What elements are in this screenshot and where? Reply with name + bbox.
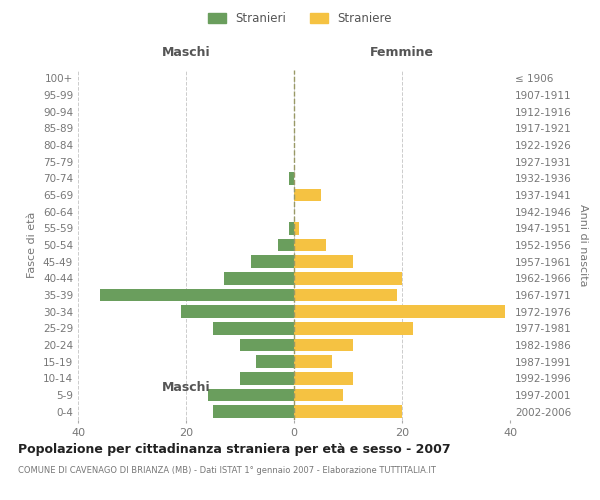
- Bar: [100, 289, 294, 301]
- Bar: [294, 322, 413, 334]
- Text: Maschi: Maschi: [161, 46, 211, 60]
- Y-axis label: Fasce di età: Fasce di età: [28, 212, 37, 278]
- Bar: [240, 372, 294, 384]
- Legend: Stranieri, Straniere: Stranieri, Straniere: [205, 8, 395, 28]
- Bar: [294, 372, 353, 384]
- Bar: [294, 389, 343, 401]
- Bar: [294, 289, 397, 301]
- Bar: [240, 339, 294, 351]
- Bar: [181, 306, 294, 318]
- Bar: [256, 356, 294, 368]
- Bar: [289, 222, 294, 234]
- Bar: [278, 239, 294, 251]
- Bar: [213, 322, 294, 334]
- Bar: [294, 306, 505, 318]
- Bar: [294, 188, 321, 201]
- Bar: [294, 272, 402, 284]
- Bar: [208, 389, 294, 401]
- Bar: [224, 272, 294, 284]
- Y-axis label: Anni di nascita: Anni di nascita: [578, 204, 588, 286]
- Text: Maschi: Maschi: [161, 382, 211, 394]
- Bar: [294, 356, 332, 368]
- Text: Femmine: Femmine: [370, 46, 434, 60]
- Bar: [294, 339, 353, 351]
- Bar: [289, 172, 294, 184]
- Bar: [294, 239, 326, 251]
- Bar: [294, 406, 402, 418]
- Text: COMUNE DI CAVENAGO DI BRIANZA (MB) - Dati ISTAT 1° gennaio 2007 - Elaborazione T: COMUNE DI CAVENAGO DI BRIANZA (MB) - Dat…: [18, 466, 436, 475]
- Text: Popolazione per cittadinanza straniera per età e sesso - 2007: Popolazione per cittadinanza straniera p…: [18, 442, 451, 456]
- Bar: [294, 256, 353, 268]
- Bar: [251, 256, 294, 268]
- Bar: [213, 406, 294, 418]
- Bar: [294, 222, 299, 234]
